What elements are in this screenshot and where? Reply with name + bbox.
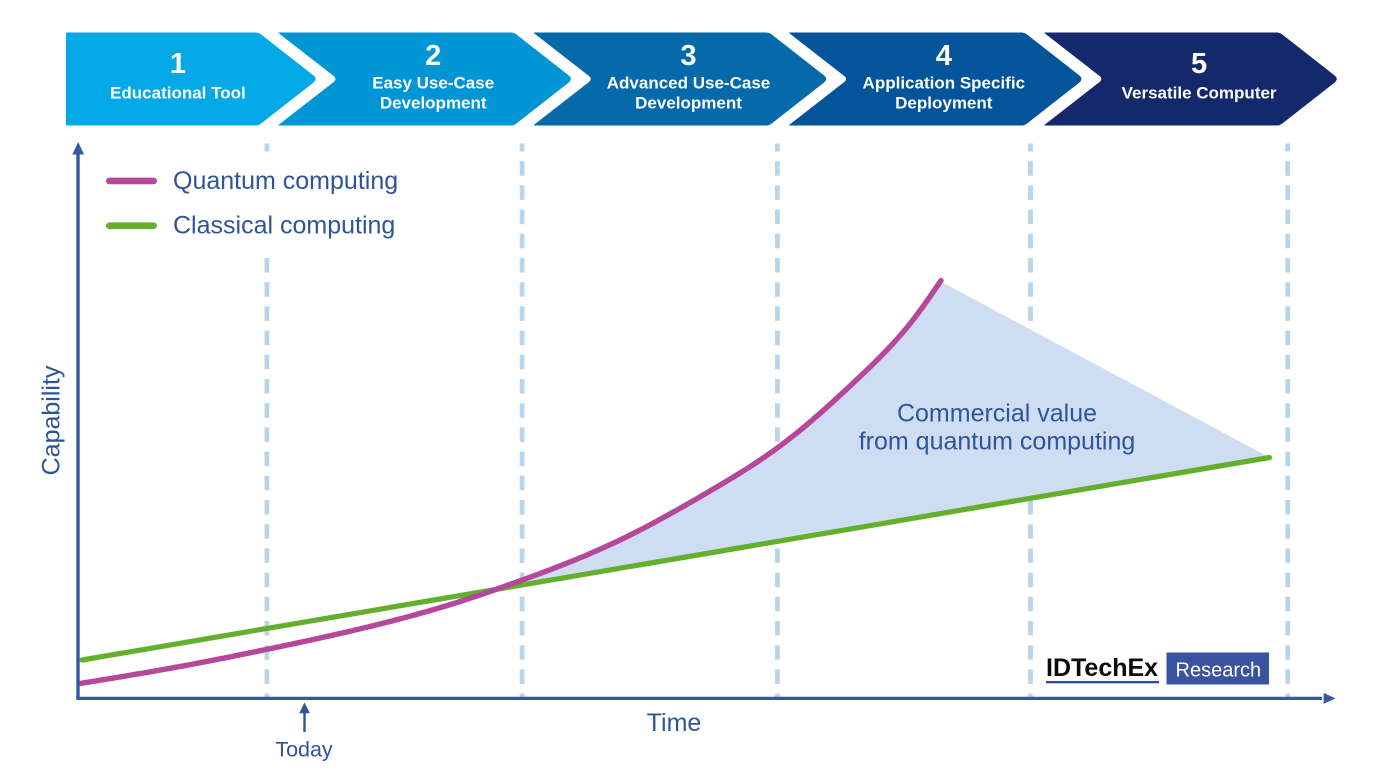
svg-text:Research: Research (1176, 660, 1262, 682)
svg-text:Capability: Capability (38, 365, 66, 475)
svg-text:Easy Use-Case: Easy Use-Case (372, 74, 494, 93)
svg-text:Today: Today (275, 738, 333, 762)
svg-text:Development: Development (380, 93, 487, 112)
svg-text:Advanced Use-Case: Advanced Use-Case (607, 74, 770, 93)
svg-text:Deployment: Deployment (895, 93, 993, 112)
svg-text:1: 1 (170, 48, 186, 80)
svg-text:2: 2 (425, 40, 441, 72)
svg-text:Educational Tool: Educational Tool (110, 84, 246, 103)
svg-text:Time: Time (647, 709, 702, 737)
svg-text:from quantum computing: from quantum computing (859, 428, 1136, 456)
svg-text:3: 3 (680, 40, 696, 72)
svg-text:4: 4 (936, 40, 952, 72)
svg-text:Development: Development (635, 93, 742, 112)
svg-text:Classical computing: Classical computing (173, 212, 395, 240)
svg-text:Versatile Computer: Versatile Computer (1122, 84, 1277, 103)
svg-text:5: 5 (1191, 48, 1207, 80)
svg-text:Quantum computing: Quantum computing (173, 167, 398, 195)
svg-text:IDTechEx: IDTechEx (1046, 654, 1158, 682)
svg-text:Application Specific: Application Specific (863, 74, 1025, 93)
svg-text:Commercial value: Commercial value (897, 400, 1097, 428)
